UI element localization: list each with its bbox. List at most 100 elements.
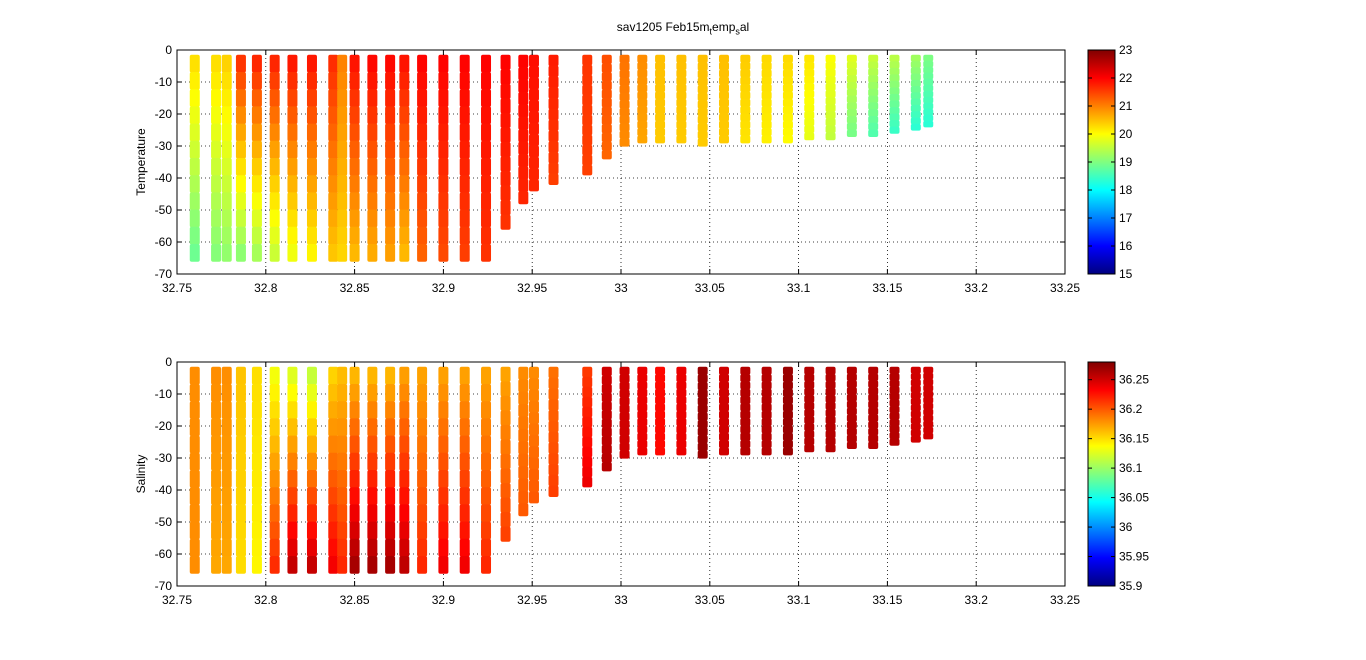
data-segment — [251, 366, 262, 385]
data-segment — [287, 556, 298, 574]
data-segment — [385, 504, 396, 523]
data-segment — [719, 113, 730, 122]
data-segment — [251, 521, 262, 540]
data-segment — [719, 447, 730, 456]
data-segment — [868, 421, 879, 429]
data-segment — [189, 366, 200, 385]
data-segment — [328, 54, 339, 73]
data-segment — [221, 384, 232, 402]
data-segment — [601, 72, 612, 82]
data-segment — [287, 538, 298, 557]
data-cast — [417, 54, 428, 262]
data-segment — [676, 69, 687, 78]
data-segment — [349, 209, 360, 228]
data-segment — [601, 150, 612, 160]
data-segment — [367, 192, 378, 211]
data-segment — [548, 76, 559, 88]
data-segment — [910, 385, 921, 393]
data-cast — [251, 54, 262, 262]
data-segment — [676, 54, 687, 63]
data-cast — [804, 366, 815, 453]
data-segment — [655, 374, 666, 383]
data-segment — [582, 124, 593, 136]
data-segment — [518, 104, 529, 118]
data-segment — [923, 420, 934, 428]
data-segment — [287, 401, 298, 419]
data-segment — [528, 134, 539, 147]
data-segment — [889, 74, 900, 82]
data-segment — [500, 424, 511, 441]
data-segment — [189, 435, 200, 454]
data-segment — [287, 192, 298, 211]
data-segment — [697, 366, 708, 375]
data-segment — [438, 244, 449, 262]
data-segment — [459, 435, 470, 454]
data-cast — [459, 54, 470, 262]
data-segment — [189, 487, 200, 505]
data-segment — [582, 446, 593, 458]
data-segment — [189, 123, 200, 142]
data-segment — [582, 466, 593, 478]
x-tick-label: 32.8 — [254, 281, 278, 295]
data-segment — [619, 382, 630, 391]
data-segment — [221, 54, 232, 73]
data-segment — [417, 123, 428, 142]
data-segment — [548, 420, 559, 433]
x-tick-label: 32.95 — [517, 281, 547, 295]
data-segment — [889, 379, 900, 387]
data-segment — [910, 423, 921, 431]
data-segment — [923, 414, 934, 422]
data-segment — [211, 123, 222, 142]
data-segment — [306, 401, 317, 419]
data-segment — [923, 66, 934, 74]
y-tick-label: -30 — [155, 451, 173, 465]
data-segment — [846, 414, 857, 422]
data-segment — [211, 401, 222, 419]
data-segment — [481, 89, 492, 107]
data-segment — [189, 452, 200, 471]
data-segment — [399, 538, 410, 557]
data-segment — [385, 175, 396, 193]
data-segment — [349, 487, 360, 505]
data-cast — [399, 366, 410, 574]
data-segment — [367, 452, 378, 471]
data-segment — [548, 108, 559, 121]
data-segment — [910, 404, 921, 412]
data-segment — [417, 366, 428, 385]
data-segment — [601, 54, 612, 65]
data-segment — [637, 128, 648, 137]
data-segment — [782, 128, 793, 137]
data-segment — [676, 106, 687, 115]
data-segment — [518, 116, 529, 130]
data-segment — [518, 166, 529, 180]
data-segment — [782, 374, 793, 383]
data-segment — [211, 521, 222, 540]
data-segment — [910, 429, 921, 437]
data-segment — [399, 521, 410, 540]
data-cast — [697, 54, 708, 147]
data-segment — [548, 119, 559, 131]
data-segment — [367, 140, 378, 159]
data-segment — [528, 111, 539, 124]
data-segment — [306, 158, 317, 176]
data-cast — [782, 54, 793, 144]
data-segment — [889, 392, 900, 401]
data-segment — [269, 384, 280, 402]
data-segment — [740, 135, 751, 144]
data-segment — [189, 418, 200, 437]
data-segment — [399, 72, 410, 90]
data-segment — [269, 401, 280, 419]
data-cast — [328, 366, 339, 574]
data-segment — [740, 432, 751, 441]
data-segment — [211, 72, 222, 90]
data-segment — [399, 556, 410, 574]
data-segment — [825, 444, 836, 453]
data-segment — [761, 374, 772, 383]
data-segment — [211, 418, 222, 437]
data-segment — [528, 378, 539, 391]
data-segment — [923, 396, 934, 404]
data-segment — [399, 418, 410, 437]
data-segment — [399, 504, 410, 523]
data-segment — [500, 381, 511, 397]
y-tick-label: -70 — [155, 579, 173, 593]
